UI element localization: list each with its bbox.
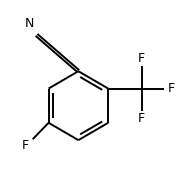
Text: F: F <box>138 52 145 65</box>
Text: N: N <box>24 17 34 30</box>
Text: F: F <box>168 82 175 95</box>
Text: F: F <box>138 112 145 125</box>
Text: F: F <box>22 139 29 152</box>
